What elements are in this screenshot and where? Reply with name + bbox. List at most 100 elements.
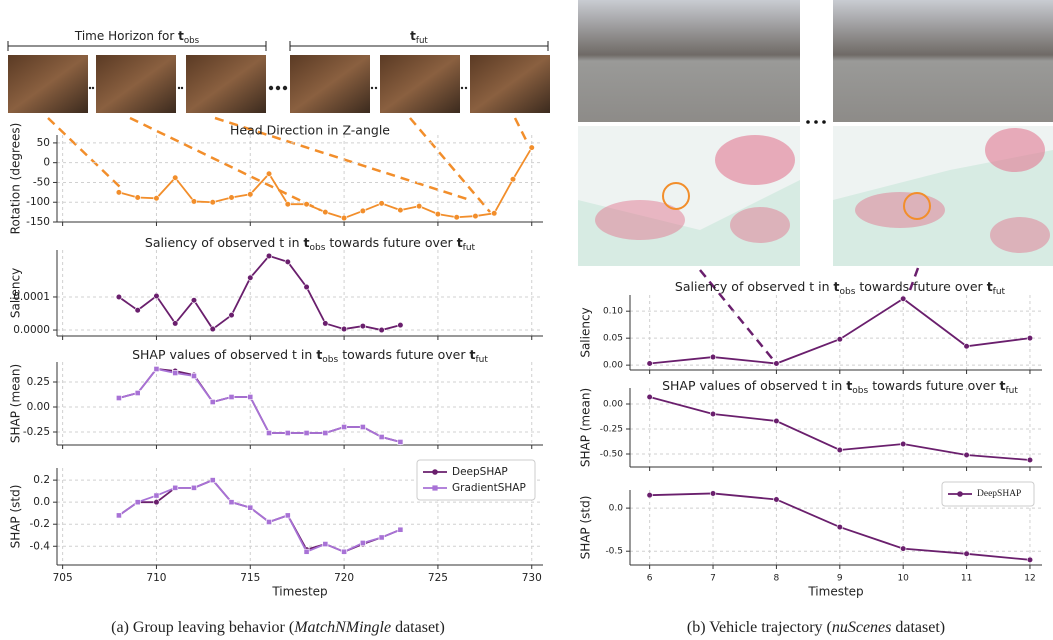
y-axis-label: Rotation (degrees) (9, 123, 23, 235)
text-part: dataset) (891, 619, 945, 636)
x-tick-label: 6 (647, 574, 653, 584)
data-point (285, 430, 290, 435)
x-tick-label: 9 (837, 574, 843, 584)
data-point (266, 253, 272, 259)
y-tick-label: -0.50 (600, 450, 624, 460)
data-point (172, 321, 178, 327)
data-point (491, 211, 497, 217)
x-tick-label: 730 (522, 572, 542, 584)
data-point (900, 296, 906, 302)
data-point (341, 215, 347, 221)
data-point (964, 551, 970, 557)
text-part: fut (475, 355, 488, 365)
legend-label: DeepSHAP (452, 466, 508, 478)
data-line (119, 256, 400, 330)
data-point (379, 201, 385, 207)
data-point (1027, 457, 1033, 463)
text-part: towards future over (338, 347, 469, 362)
data-point (435, 211, 441, 217)
text-part: Saliency of observed t in (675, 279, 834, 294)
data-point (398, 527, 403, 532)
data-point (304, 201, 310, 207)
data-point (229, 500, 234, 505)
y-axis-label: SHAP (mean) (579, 388, 593, 467)
text-part: Saliency of observed t in (145, 235, 304, 250)
text-part: towards future over (868, 378, 999, 393)
data-point (398, 207, 404, 213)
data-point (774, 361, 780, 367)
y-axis-label: Saliency (579, 307, 593, 357)
data-point (173, 370, 178, 375)
data-point (774, 497, 780, 503)
data-point (379, 434, 384, 439)
text-part: towards future over (325, 235, 456, 250)
caption: (b) Vehicle trajectory (nuScenes dataset… (687, 619, 945, 636)
text-part: obs (309, 243, 325, 253)
x-tick-label: 10 (897, 574, 909, 584)
data-line (119, 148, 532, 218)
data-line (119, 480, 400, 552)
data-point (248, 505, 253, 510)
text-part: fut (993, 287, 1006, 297)
data-point (710, 411, 716, 417)
data-point (964, 452, 970, 458)
text-part: obs (322, 355, 338, 365)
data-point (304, 430, 309, 435)
y-tick-label: -100 (26, 196, 50, 208)
data-point (172, 175, 178, 181)
text-part: obs (852, 386, 868, 396)
y-tick-label: -0.5 (605, 547, 623, 557)
y-axis-label: SHAP (mean) (9, 364, 23, 443)
text-part: MatchNMingle (293, 619, 391, 636)
data-point (416, 203, 422, 209)
data-point (360, 540, 365, 545)
x-tick-label: 7 (710, 574, 716, 584)
data-point (710, 491, 716, 497)
data-point (154, 493, 159, 498)
data-point (304, 549, 309, 554)
data-point (341, 424, 346, 429)
x-tick-label: 705 (53, 572, 73, 584)
text-part: (a) Group leaving behavior ( (111, 619, 294, 636)
x-tick-label: 11 (961, 574, 972, 584)
text-part: obs (184, 36, 200, 46)
data-point (173, 485, 178, 490)
y-tick-label: 0.00 (603, 361, 623, 371)
text-part: fut (416, 36, 429, 46)
chart-title: Head Direction in Z-angle (230, 123, 390, 138)
text-part: obs (839, 287, 855, 297)
y-tick-label: -0.4 (30, 540, 51, 552)
y-tick-label: 0.10 (603, 307, 623, 317)
data-point (774, 418, 780, 424)
data-point (285, 513, 290, 518)
time-brackets (8, 41, 548, 51)
data-line (119, 369, 400, 442)
y-tick-label: -0.25 (600, 425, 623, 435)
data-point (248, 394, 253, 399)
caption: (a) Group leaving behavior (MatchNMingle… (111, 619, 445, 636)
x-tick-label: 710 (146, 572, 166, 584)
y-tick-label: 0.25 (27, 376, 50, 388)
data-point (266, 430, 271, 435)
data-point (135, 390, 140, 395)
y-tick-label: -0.25 (23, 426, 50, 438)
obs-header: Time Horizon for tobs (74, 29, 200, 46)
data-point (229, 394, 234, 399)
data-point (1027, 557, 1033, 563)
data-point (135, 500, 140, 505)
data-point (210, 478, 215, 483)
chart-title: SHAP values of observed t in tobs toward… (662, 378, 1018, 396)
x-axis-label: Timestep (807, 585, 863, 599)
text-part: nuScenes (832, 619, 892, 636)
scene-images (578, 0, 1053, 266)
data-point (964, 343, 970, 349)
x-axis-label: Timestep (271, 585, 327, 599)
data-point (266, 519, 271, 524)
data-point (510, 176, 516, 182)
data-point (360, 323, 366, 329)
y-tick-label: 0.00 (603, 400, 623, 410)
legend-marker (432, 469, 438, 475)
data-point (341, 549, 346, 554)
data-point (341, 326, 347, 332)
data-point (529, 145, 535, 151)
